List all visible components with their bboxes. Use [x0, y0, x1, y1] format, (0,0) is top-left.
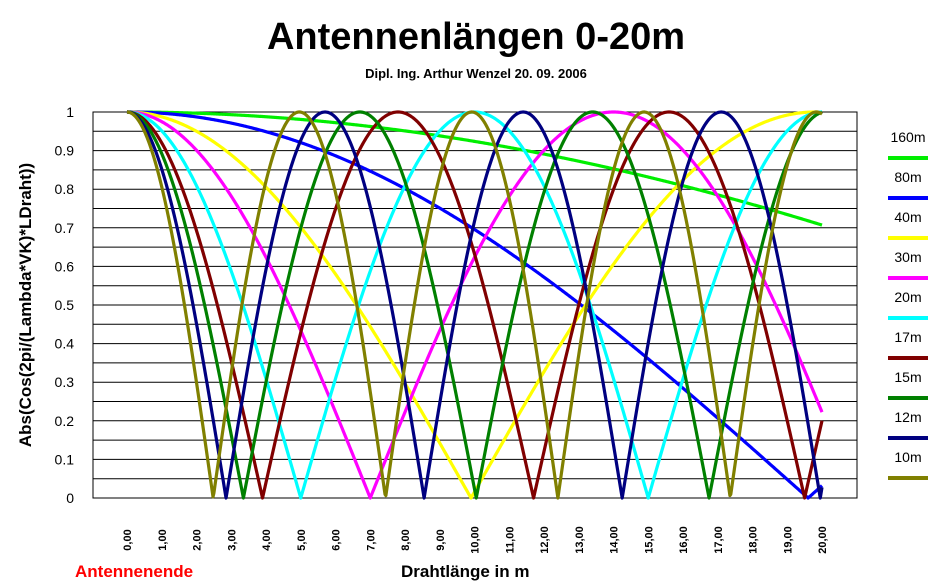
chart-subtitle: Dipl. Ing. Arthur Wenzel 20. 09. 2006 — [365, 66, 587, 81]
x-tick-label: 9,00 — [435, 529, 447, 550]
x-tick-label: 20,00 — [817, 526, 829, 554]
series-line-10m — [126, 110, 823, 500]
y-tick-label: 0 — [66, 490, 74, 506]
legend-label: 40m — [894, 209, 921, 225]
x-tick-label: 10,00 — [470, 526, 482, 554]
x-tick-label: 15,00 — [643, 526, 655, 554]
y-tick-label: 0.9 — [55, 143, 75, 159]
x-tick-label: 19,00 — [782, 526, 794, 554]
x-tick-label: 5,00 — [296, 529, 308, 550]
series-line-15m — [126, 110, 823, 500]
y-tick-label: 0.4 — [55, 336, 75, 352]
x-tick-label: 14,00 — [609, 526, 621, 554]
x-tick-label: 18,00 — [748, 526, 760, 554]
y-tick-label: 0.5 — [55, 297, 75, 313]
x-tick-label: 8,00 — [400, 529, 412, 550]
x-tick-label: 0,00 — [122, 529, 134, 550]
y-tick-label: 0.1 — [55, 451, 75, 467]
legend-label: 160m — [890, 129, 925, 145]
x-tick-label: 7,00 — [365, 529, 377, 550]
y-tick-label: 1 — [66, 104, 74, 120]
series-line-17m — [126, 110, 824, 500]
antenna-end-annotation: Antennenende — [75, 562, 194, 581]
x-tick-label: 6,00 — [331, 529, 343, 550]
x-tick-label: 1,00 — [157, 529, 169, 550]
series-line-12m — [126, 110, 824, 500]
legend-label: 17m — [894, 329, 921, 345]
y-tick-label: 0.2 — [55, 413, 75, 429]
y-tick-label: 0.8 — [55, 181, 75, 197]
legend-label: 12m — [894, 409, 921, 425]
legend-label: 10m — [894, 449, 921, 465]
series-line-80m — [126, 110, 824, 500]
y-tick-label: 0.3 — [55, 374, 75, 390]
legend-label: 80m — [894, 169, 921, 185]
x-tick-label: 11,00 — [504, 527, 516, 554]
x-tick-label: 13,00 — [574, 526, 586, 554]
legend-label: 15m — [894, 369, 921, 385]
x-tick-label: 16,00 — [678, 526, 690, 554]
x-tick-label: 17,00 — [713, 526, 725, 554]
series-line-160m — [126, 110, 823, 227]
x-tick-label: 4,00 — [261, 529, 273, 550]
legend-label: 20m — [894, 289, 921, 305]
y-tick-label: 0.6 — [55, 258, 75, 274]
y-tick-label: 0.7 — [55, 220, 75, 236]
legend-label: 30m — [894, 249, 921, 265]
chart-title: Antennenlängen 0-20m — [266, 16, 686, 58]
x-tick-label: 3,00 — [226, 529, 238, 550]
x-axis-label: Drahtlänge in m — [401, 562, 530, 581]
x-tick-label: 2,00 — [192, 529, 204, 550]
x-tick-label: 12,00 — [539, 526, 551, 554]
